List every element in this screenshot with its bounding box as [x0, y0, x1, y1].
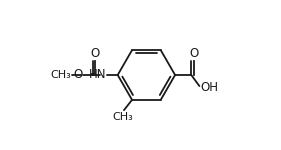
Text: CH₃: CH₃	[113, 112, 133, 122]
Text: O: O	[73, 69, 82, 81]
Text: HN: HN	[89, 69, 106, 81]
Text: OH: OH	[201, 81, 219, 94]
Text: O: O	[189, 47, 198, 60]
Text: O: O	[90, 47, 99, 60]
Text: CH₃: CH₃	[51, 70, 71, 80]
